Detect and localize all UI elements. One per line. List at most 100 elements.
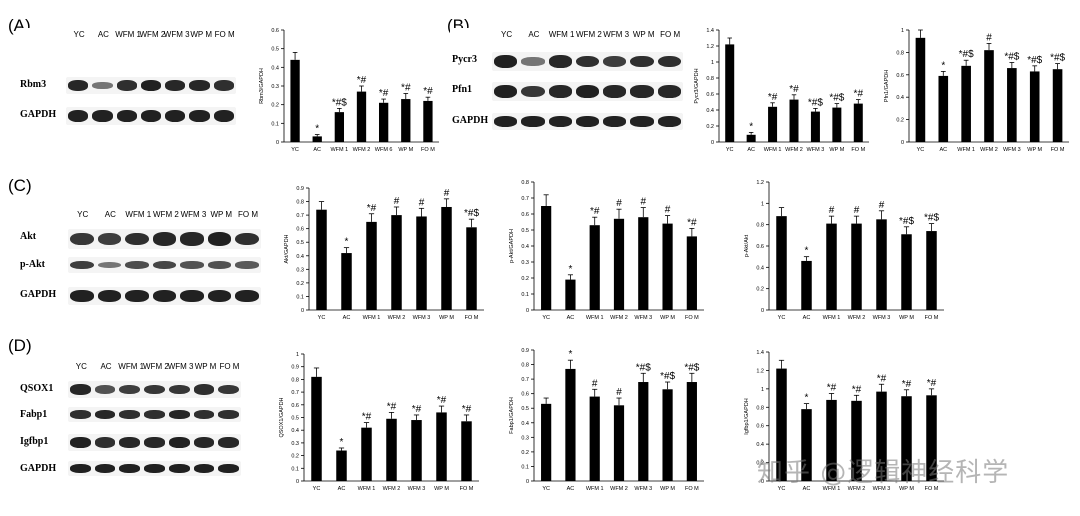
significance-label: *# bbox=[687, 217, 697, 228]
x-tick-label: WFM 1 bbox=[330, 147, 348, 153]
x-tick-label: YC bbox=[542, 486, 550, 492]
x-tick-label: AC bbox=[939, 147, 947, 153]
bar bbox=[686, 236, 697, 310]
significance-label: *#$ bbox=[1027, 55, 1042, 66]
blot-band bbox=[97, 232, 122, 246]
significance-label: * bbox=[805, 393, 809, 404]
x-tick-label: FO M bbox=[460, 486, 474, 492]
significance-label: *# bbox=[927, 378, 937, 389]
bar bbox=[416, 216, 427, 310]
bar bbox=[789, 99, 799, 142]
blot-band bbox=[548, 55, 572, 68]
blot-row-label: GAPDH bbox=[452, 115, 489, 126]
y-tick-label: 0.6 bbox=[896, 73, 904, 79]
significance-label: *# bbox=[789, 84, 799, 95]
significance-label: *#$ bbox=[636, 362, 651, 373]
blot-band bbox=[116, 80, 137, 91]
y-tick-label: 0.8 bbox=[756, 405, 764, 411]
bar bbox=[851, 400, 862, 481]
bar bbox=[311, 376, 322, 481]
blot-band bbox=[97, 261, 122, 269]
blot-band bbox=[152, 290, 177, 302]
bar bbox=[876, 219, 887, 310]
x-tick-label: WFM 3 bbox=[634, 486, 652, 492]
blot-band bbox=[168, 384, 190, 395]
lane-label: AC bbox=[100, 362, 112, 371]
lane-label: WP M bbox=[194, 362, 217, 371]
y-tick-label: 0.5 bbox=[271, 47, 279, 53]
x-tick-label: WFM 3 bbox=[873, 315, 891, 321]
blot-band bbox=[603, 116, 627, 127]
blot-band bbox=[575, 116, 600, 127]
x-tick-label: AC bbox=[803, 315, 811, 321]
y-tick-label: 1.4 bbox=[756, 350, 764, 356]
x-tick-label: WP M bbox=[1027, 147, 1042, 153]
blot-row-label: Pycr3 bbox=[452, 54, 477, 65]
blot-band bbox=[70, 437, 91, 448]
significance-label: *# bbox=[412, 404, 422, 415]
significance-label: *#$ bbox=[660, 371, 675, 382]
lane-label: YC bbox=[73, 30, 85, 39]
significance-label: *# bbox=[462, 404, 472, 415]
blot-band bbox=[168, 410, 190, 419]
blot-band bbox=[168, 464, 190, 473]
y-tick-label: 0 bbox=[296, 479, 299, 485]
significance-label: # bbox=[419, 197, 425, 208]
western-blot-d: YC AC WFM 1 WFM 2 WFM 3 WP M FO M QSOX1 Fabp1 Igf… bbox=[18, 360, 243, 476]
significance-label: *# bbox=[902, 379, 912, 390]
blot-band bbox=[152, 260, 177, 270]
bar bbox=[613, 405, 625, 481]
bar bbox=[876, 391, 887, 481]
blot-band bbox=[213, 80, 234, 91]
significance-label: # bbox=[879, 200, 885, 211]
y-tick-label: 0.2 bbox=[271, 103, 279, 109]
y-tick-label: 0.8 bbox=[896, 50, 904, 56]
significance-label: *#$ bbox=[829, 93, 844, 104]
bar bbox=[378, 102, 389, 142]
y-tick-label: 0.3 bbox=[521, 435, 529, 441]
x-tick-label: WP M bbox=[660, 315, 675, 321]
x-tick-label: FO M bbox=[925, 315, 939, 321]
blot-band bbox=[575, 85, 600, 98]
blot-band bbox=[189, 110, 210, 122]
blot-band bbox=[603, 85, 627, 98]
bar bbox=[541, 403, 552, 481]
y-tick-label: 0.5 bbox=[521, 406, 529, 412]
blot-row-label: Pfn1 bbox=[452, 84, 472, 95]
y-tick-label: 0.8 bbox=[706, 76, 714, 82]
y-tick-label: 0.7 bbox=[521, 377, 529, 383]
significance-label: *# bbox=[877, 373, 887, 384]
blot-band bbox=[94, 385, 116, 394]
x-tick-label: FO M bbox=[465, 315, 479, 321]
significance-label: *# bbox=[357, 75, 367, 86]
significance-label: # bbox=[444, 188, 450, 199]
bar bbox=[565, 279, 576, 310]
bar bbox=[589, 396, 600, 481]
significance-label: * bbox=[568, 264, 572, 275]
x-tick-label: YC bbox=[917, 147, 925, 153]
bar bbox=[725, 44, 735, 142]
bar bbox=[810, 111, 820, 142]
blot-band bbox=[521, 116, 545, 127]
lane-label: YC bbox=[75, 362, 87, 371]
bar bbox=[961, 65, 971, 142]
x-tick-label: WFM 1 bbox=[764, 147, 782, 153]
blot-band bbox=[70, 410, 91, 419]
bar bbox=[1029, 71, 1040, 142]
bar bbox=[401, 99, 411, 142]
significance-label: *# bbox=[367, 203, 377, 214]
significance-label: *# bbox=[387, 401, 397, 412]
significance-label: *#$ bbox=[1004, 51, 1019, 62]
bar bbox=[926, 231, 937, 310]
y-tick-label: 0.8 bbox=[296, 200, 304, 206]
lane-label: WFM 2 bbox=[153, 210, 179, 219]
x-tick-label: AC bbox=[338, 486, 346, 492]
lane-label: WFM 2 bbox=[139, 30, 166, 39]
blot-band bbox=[575, 55, 600, 68]
blot-band bbox=[144, 384, 165, 395]
lane-label: WFM 1 bbox=[548, 30, 575, 39]
x-tick-label: WFM 1 bbox=[363, 315, 381, 321]
blot-band bbox=[70, 290, 94, 302]
y-tick-label: 0.5 bbox=[296, 240, 304, 246]
significance-label: *# bbox=[854, 89, 864, 100]
